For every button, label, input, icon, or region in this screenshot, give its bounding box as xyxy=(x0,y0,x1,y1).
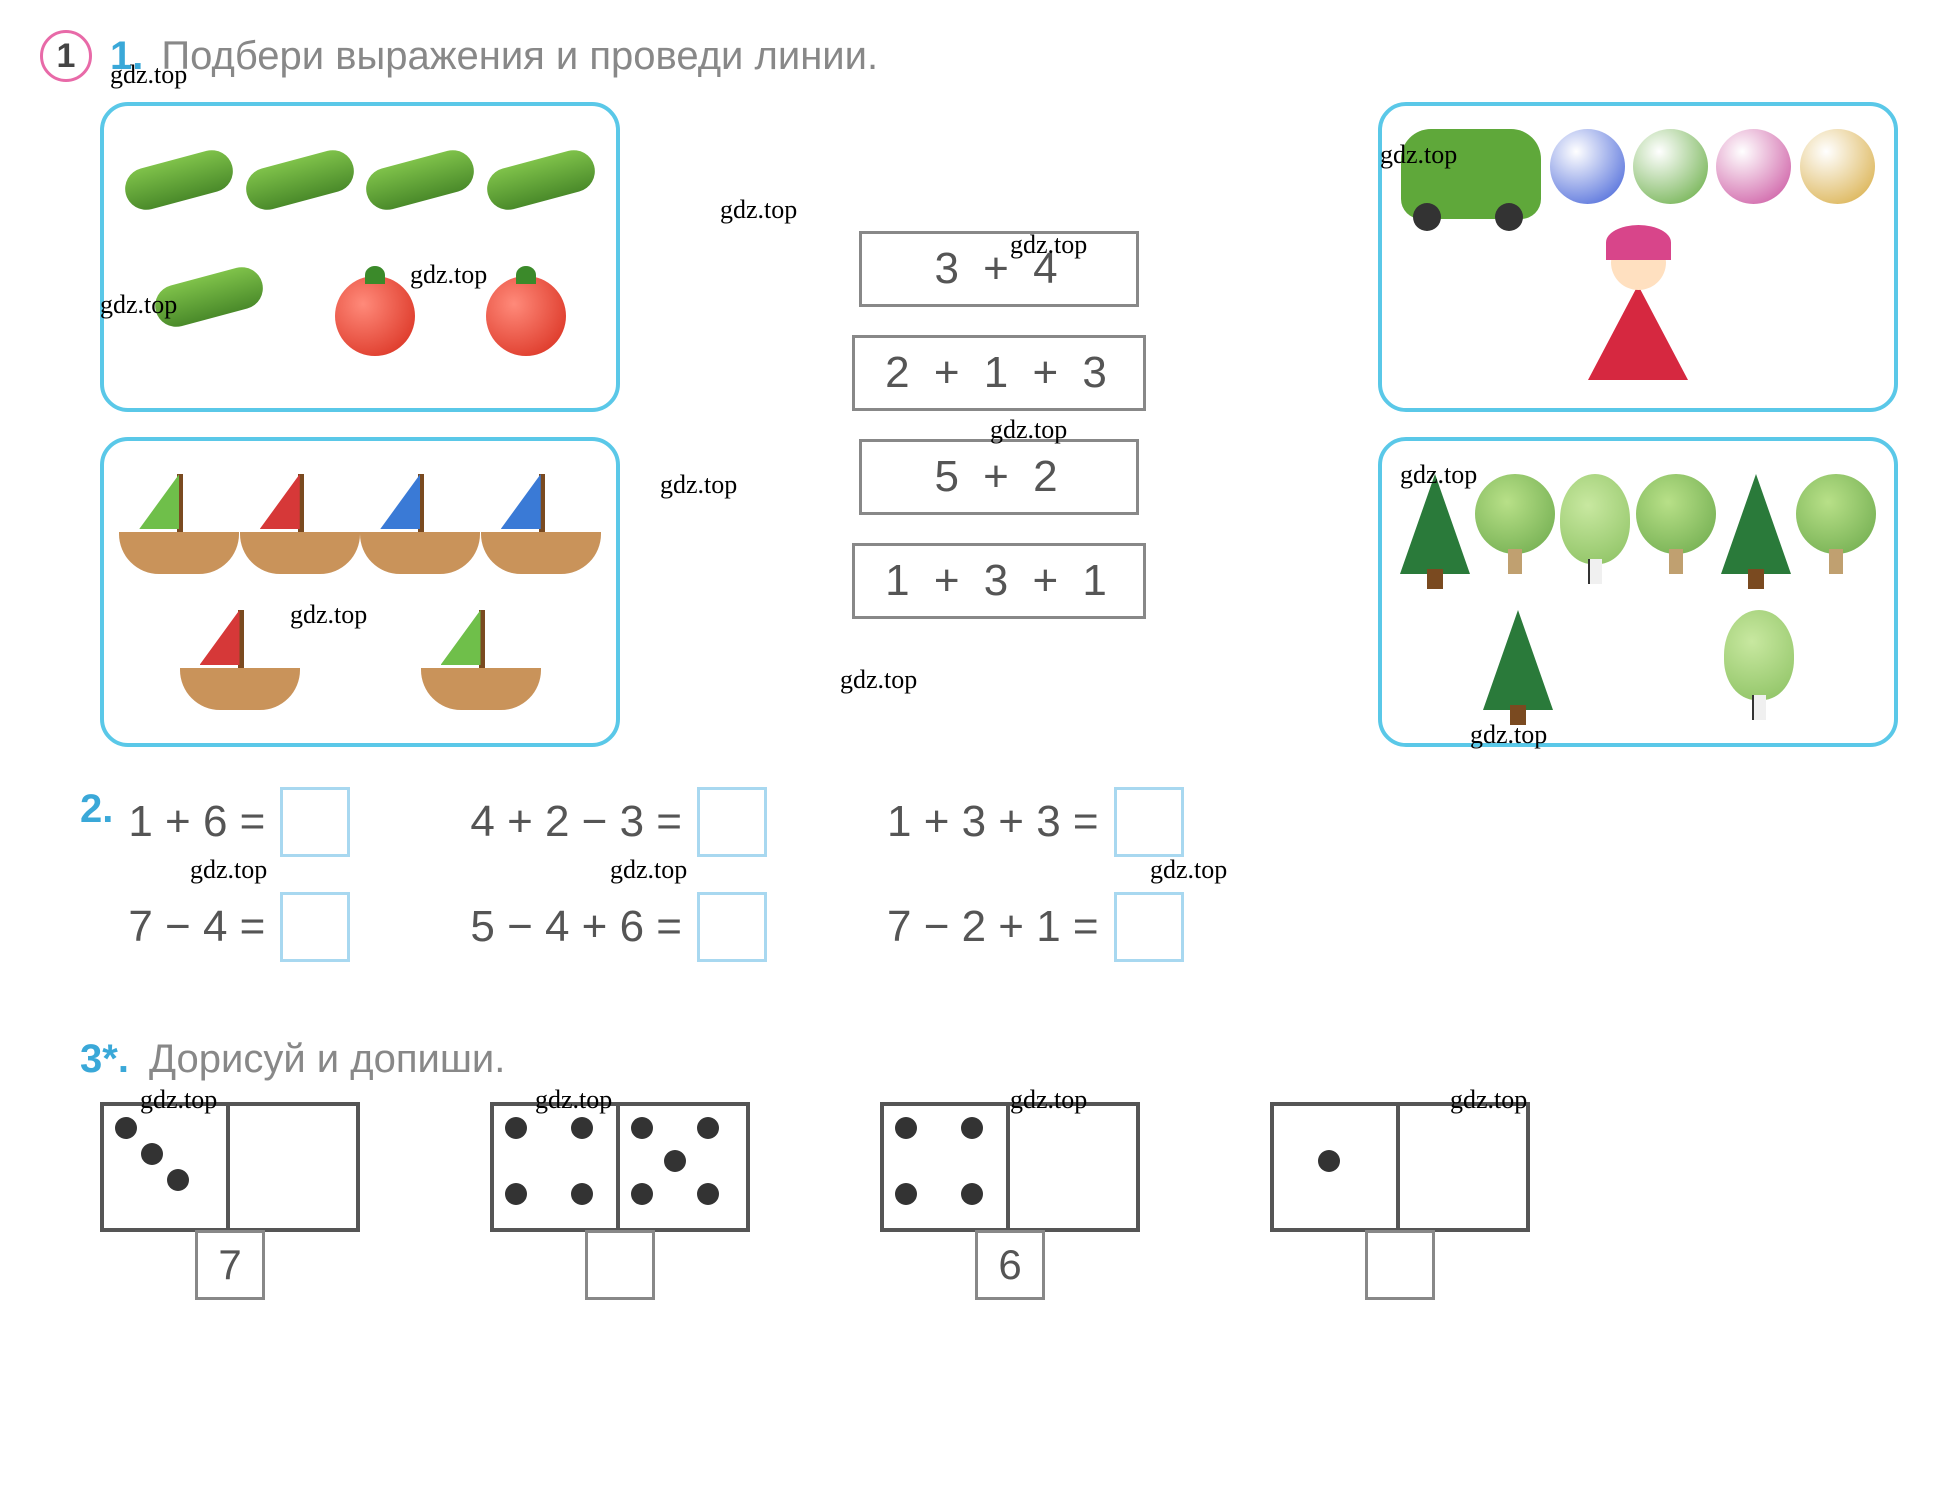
tomato-icon xyxy=(486,276,566,356)
boat-icon xyxy=(180,610,300,710)
equation-0-2: 1 + 3 + 3 = xyxy=(887,787,1184,857)
birch-tree-icon xyxy=(1724,610,1794,700)
dot-icon xyxy=(115,1117,137,1139)
boat-icon xyxy=(481,474,601,574)
dot-icon xyxy=(961,1183,983,1205)
dot-icon xyxy=(167,1169,189,1191)
card-trees[interactable] xyxy=(1378,437,1898,747)
task3-number: 3*. xyxy=(80,1037,129,1082)
domino-label[interactable] xyxy=(585,1230,655,1300)
fir-tree-icon xyxy=(1483,610,1553,710)
answer-box[interactable] xyxy=(697,787,767,857)
doll-icon xyxy=(1583,235,1693,385)
cucumber-icon xyxy=(151,262,268,331)
dot-icon xyxy=(697,1117,719,1139)
answer-box[interactable] xyxy=(280,892,350,962)
cucumber-icon xyxy=(362,145,479,214)
domino-label[interactable] xyxy=(1365,1230,1435,1300)
matching-area: 3 + 4 2 + 1 + 3 5 + 2 1 + 3 + 1 xyxy=(100,102,1898,747)
domino-3[interactable] xyxy=(1270,1102,1530,1300)
expression-box-0[interactable]: 3 + 4 xyxy=(859,231,1139,307)
page-number-circle: 1 xyxy=(40,30,92,82)
ball-icon xyxy=(1716,129,1791,204)
dot-icon xyxy=(895,1183,917,1205)
equation-0-0: 1 + 6 = xyxy=(128,787,350,857)
boat-icon xyxy=(360,474,480,574)
dot-icon xyxy=(571,1183,593,1205)
dot-icon xyxy=(631,1183,653,1205)
boat-icon xyxy=(240,474,360,574)
expression-box-3[interactable]: 1 + 3 + 1 xyxy=(852,543,1146,619)
boat-icon xyxy=(119,474,239,574)
equation-1-1: 5 − 4 + 6 = xyxy=(470,892,767,962)
birch-tree-icon xyxy=(1560,474,1630,564)
domino-0[interactable]: 7 xyxy=(100,1102,360,1300)
domino-2[interactable]: 6 xyxy=(880,1102,1140,1300)
task3-title: Дорисуй и допиши. xyxy=(149,1037,505,1082)
round-tree-icon xyxy=(1475,474,1555,554)
task1-number: 1. xyxy=(110,34,143,79)
answer-box[interactable] xyxy=(280,787,350,857)
tomato-icon xyxy=(335,276,415,356)
card-toys[interactable] xyxy=(1378,102,1898,412)
domino-row: 76 xyxy=(100,1102,1898,1300)
expression-column: 3 + 4 2 + 1 + 3 5 + 2 1 + 3 + 1 xyxy=(650,102,1348,747)
dot-icon xyxy=(141,1143,163,1165)
dot-icon xyxy=(961,1117,983,1139)
dot-icon xyxy=(631,1117,653,1139)
domino-label[interactable]: 6 xyxy=(975,1230,1045,1300)
round-tree-icon xyxy=(1636,474,1716,554)
equation-0-1: 4 + 2 − 3 = xyxy=(470,787,767,857)
fir-tree-icon xyxy=(1400,474,1470,574)
expression-box-2[interactable]: 5 + 2 xyxy=(859,439,1139,515)
dot-icon xyxy=(571,1117,593,1139)
domino-label[interactable]: 7 xyxy=(195,1230,265,1300)
dot-icon xyxy=(505,1117,527,1139)
task2-number: 2. xyxy=(80,787,113,832)
task1-header: 1 1. Подбери выражения и проведи линии. xyxy=(40,30,1898,82)
domino-1[interactable] xyxy=(490,1102,750,1300)
card-boats[interactable] xyxy=(100,437,620,747)
car-icon xyxy=(1401,129,1541,219)
dot-icon xyxy=(895,1117,917,1139)
fir-tree-icon xyxy=(1721,474,1791,574)
expression-box-1[interactable]: 2 + 1 + 3 xyxy=(852,335,1146,411)
equation-1-2: 7 − 2 + 1 = xyxy=(887,892,1184,962)
ball-icon xyxy=(1633,129,1708,204)
cucumber-icon xyxy=(241,145,358,214)
ball-icon xyxy=(1550,129,1625,204)
dot-icon xyxy=(697,1183,719,1205)
section2: 2. 1 + 6 = 4 + 2 − 3 = 1 + 3 + 3 = 7 − 4 = 5… xyxy=(80,787,1898,997)
dot-icon xyxy=(664,1150,686,1172)
dot-icon xyxy=(505,1183,527,1205)
card-vegetables[interactable] xyxy=(100,102,620,412)
round-tree-icon xyxy=(1796,474,1876,554)
task1-title: Подбери выражения и проведи линии. xyxy=(161,34,878,79)
dot-icon xyxy=(1318,1150,1340,1172)
answer-box[interactable] xyxy=(1114,787,1184,857)
section3: 3*. Дорисуй и допиши. 76 xyxy=(80,1037,1898,1300)
ball-icon xyxy=(1800,129,1875,204)
equation-1-0: 7 − 4 = xyxy=(128,892,350,962)
boat-icon xyxy=(421,610,541,710)
cucumber-icon xyxy=(482,145,599,214)
cucumber-icon xyxy=(121,145,238,214)
answer-box[interactable] xyxy=(1114,892,1184,962)
answer-box[interactable] xyxy=(697,892,767,962)
